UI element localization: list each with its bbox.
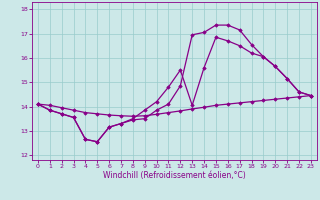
X-axis label: Windchill (Refroidissement éolien,°C): Windchill (Refroidissement éolien,°C) (103, 171, 246, 180)
